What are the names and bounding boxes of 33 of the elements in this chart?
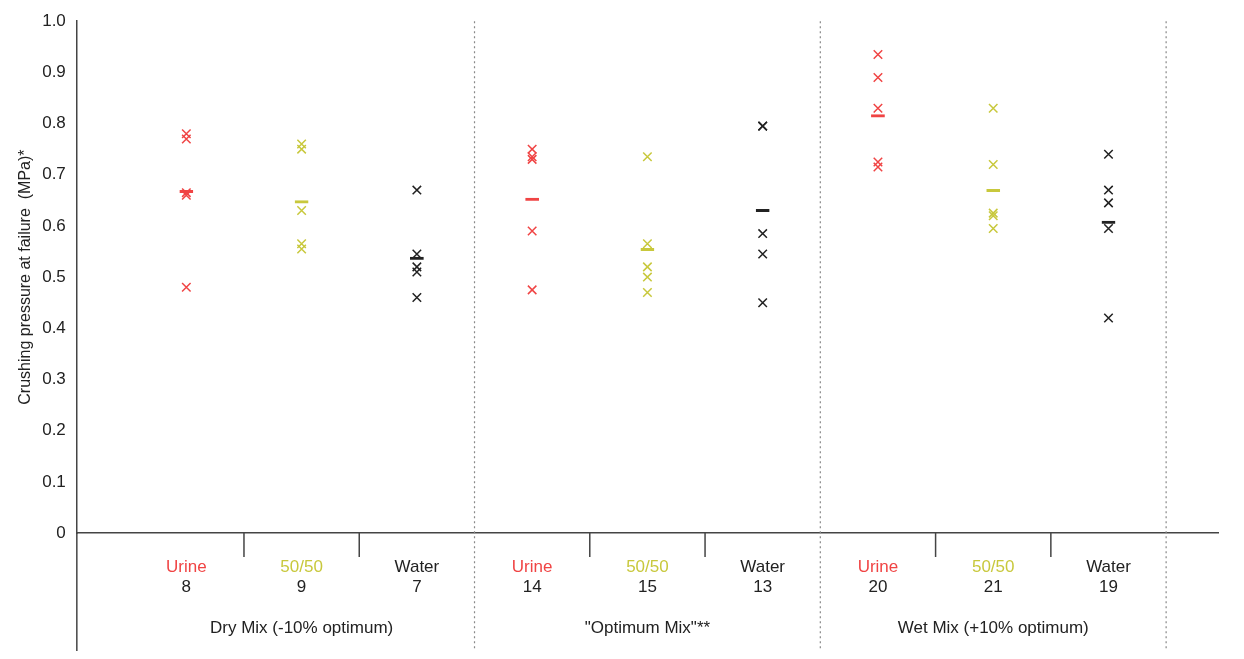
x-tick-label: 8 <box>181 576 192 596</box>
x-tick-label: 9 <box>296 576 307 596</box>
x-tick-label: 21 <box>983 576 1003 596</box>
text: 50/50 <box>626 556 669 576</box>
text: "Optimum Mix"** <box>584 617 711 637</box>
x-tick-label: 14 <box>522 576 542 596</box>
text: Wet Mix (+10% optimum) <box>897 617 1089 637</box>
text: Urine <box>857 556 899 576</box>
text: Urine <box>511 556 553 576</box>
y-tick-label: 0 <box>56 522 66 542</box>
text: Urine <box>166 556 207 576</box>
x-tick-label: 7 <box>412 576 422 596</box>
text: 50/50 <box>280 556 323 576</box>
text: Water <box>740 556 786 576</box>
x-tick-label: 20 <box>868 576 888 596</box>
y-tick-label: 0.8 <box>42 113 66 133</box>
y-tick-label: 0.9 <box>42 62 66 82</box>
y-tick-label: 1.0 <box>42 10 66 30</box>
y-tick-label: 0.2 <box>42 420 66 440</box>
text: Dry Mix (-10% optimum) <box>209 617 394 637</box>
x-tick-label: 13 <box>753 576 773 596</box>
text: Water <box>394 556 440 576</box>
y-tick-label: 0.6 <box>42 215 66 235</box>
y-tick-label: 0.4 <box>42 317 66 337</box>
x-tick-label: 19 <box>1099 576 1118 596</box>
y-axis-title: Crushing pressure at failure (MPa)* <box>16 149 34 405</box>
text: Water <box>1086 556 1132 576</box>
y-tick-label: 0.5 <box>42 266 66 286</box>
x-tick-label: 15 <box>637 576 657 596</box>
text: 50/50 <box>971 556 1015 576</box>
y-tick-label: 0.1 <box>42 471 66 491</box>
y-tick-label: 0.7 <box>42 164 66 184</box>
y-tick-label: 0.3 <box>42 369 66 389</box>
